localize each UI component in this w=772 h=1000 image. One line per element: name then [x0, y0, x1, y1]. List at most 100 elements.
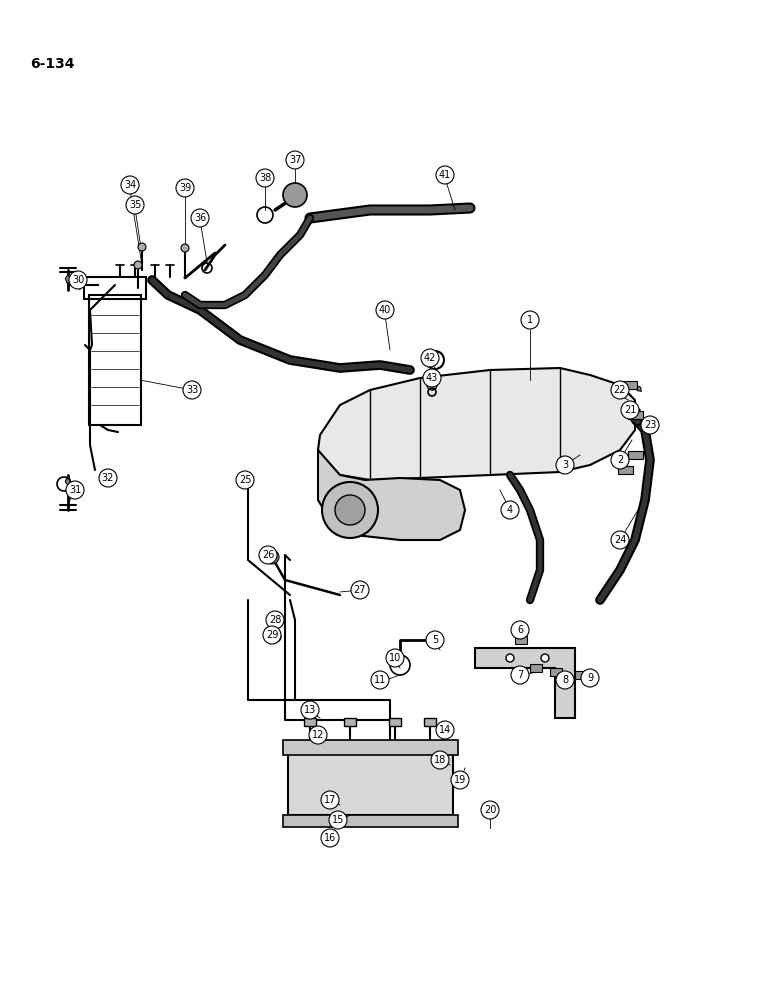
Text: 41: 41	[438, 170, 451, 180]
Circle shape	[351, 581, 369, 599]
Text: 38: 38	[259, 173, 271, 183]
Text: 14: 14	[438, 725, 451, 735]
Circle shape	[134, 261, 142, 269]
Text: 15: 15	[332, 815, 344, 825]
Circle shape	[273, 617, 283, 627]
Bar	[283, 740, 458, 755]
Bar	[628, 451, 643, 459]
Circle shape	[286, 151, 304, 169]
Text: 5: 5	[432, 635, 438, 645]
Circle shape	[309, 726, 327, 744]
Text: 1: 1	[527, 315, 533, 325]
Circle shape	[329, 811, 347, 829]
Text: 7: 7	[517, 670, 523, 680]
Text: 4: 4	[507, 505, 513, 515]
Circle shape	[611, 381, 629, 399]
Circle shape	[451, 771, 469, 789]
Circle shape	[423, 369, 441, 387]
Circle shape	[556, 456, 574, 474]
Text: 22: 22	[614, 385, 626, 395]
Text: 26: 26	[262, 550, 274, 560]
Circle shape	[335, 495, 365, 525]
Bar	[344, 718, 356, 726]
Polygon shape	[318, 368, 635, 480]
Text: 6-134: 6-134	[30, 57, 75, 71]
Text: 32: 32	[102, 473, 114, 483]
Text: 20: 20	[484, 805, 496, 815]
Circle shape	[271, 632, 281, 642]
Circle shape	[176, 179, 194, 197]
Text: 12: 12	[312, 730, 324, 740]
Bar	[550, 668, 562, 676]
Circle shape	[301, 701, 319, 719]
Text: 9: 9	[587, 673, 593, 683]
Text: 6: 6	[517, 625, 523, 635]
Bar	[530, 664, 542, 672]
Bar	[304, 718, 316, 726]
Text: 42: 42	[424, 353, 436, 363]
Polygon shape	[630, 452, 641, 458]
Text: 28: 28	[269, 615, 281, 625]
Polygon shape	[66, 274, 71, 285]
Bar	[622, 381, 637, 389]
Text: 16: 16	[324, 833, 336, 843]
Text: 43: 43	[426, 373, 438, 383]
Text: 10: 10	[389, 653, 401, 663]
Circle shape	[265, 550, 279, 564]
Text: 30: 30	[72, 275, 84, 285]
Text: 24: 24	[614, 535, 626, 545]
Circle shape	[621, 401, 639, 419]
Circle shape	[138, 243, 146, 251]
Bar	[84, 277, 146, 299]
Polygon shape	[630, 407, 641, 413]
Circle shape	[259, 546, 277, 564]
Circle shape	[99, 469, 117, 487]
Circle shape	[69, 271, 87, 289]
Polygon shape	[66, 475, 71, 486]
Text: 40: 40	[379, 305, 391, 315]
Circle shape	[283, 183, 307, 207]
Bar	[515, 636, 527, 644]
Circle shape	[556, 671, 574, 689]
Text: 34: 34	[124, 180, 136, 190]
Text: 29: 29	[266, 630, 278, 640]
Circle shape	[183, 381, 201, 399]
Text: 37: 37	[289, 155, 301, 165]
Circle shape	[386, 649, 404, 667]
Circle shape	[581, 669, 599, 687]
Circle shape	[511, 621, 529, 639]
Circle shape	[121, 176, 139, 194]
Circle shape	[376, 301, 394, 319]
Bar	[283, 815, 458, 827]
Circle shape	[321, 829, 339, 847]
Circle shape	[641, 416, 659, 434]
Circle shape	[611, 531, 629, 549]
Circle shape	[421, 349, 439, 367]
Text: 11: 11	[374, 675, 386, 685]
Circle shape	[66, 481, 84, 499]
Text: 36: 36	[194, 213, 206, 223]
Circle shape	[426, 631, 444, 649]
Text: 21: 21	[624, 405, 636, 415]
Text: 3: 3	[562, 460, 568, 470]
Circle shape	[511, 666, 529, 684]
Circle shape	[371, 671, 389, 689]
Bar	[424, 718, 436, 726]
Text: 33: 33	[186, 385, 198, 395]
Circle shape	[181, 244, 189, 252]
Circle shape	[191, 209, 209, 227]
Polygon shape	[475, 648, 575, 718]
Circle shape	[431, 751, 449, 769]
Circle shape	[506, 654, 514, 662]
Text: 31: 31	[69, 485, 81, 495]
Text: 35: 35	[129, 200, 141, 210]
Text: 39: 39	[179, 183, 191, 193]
Text: 23: 23	[644, 420, 656, 430]
Polygon shape	[635, 385, 642, 391]
Text: 25: 25	[239, 475, 251, 485]
Circle shape	[611, 451, 629, 469]
Bar	[618, 466, 633, 474]
Text: 8: 8	[562, 675, 568, 685]
Circle shape	[436, 166, 454, 184]
Bar	[628, 411, 643, 419]
